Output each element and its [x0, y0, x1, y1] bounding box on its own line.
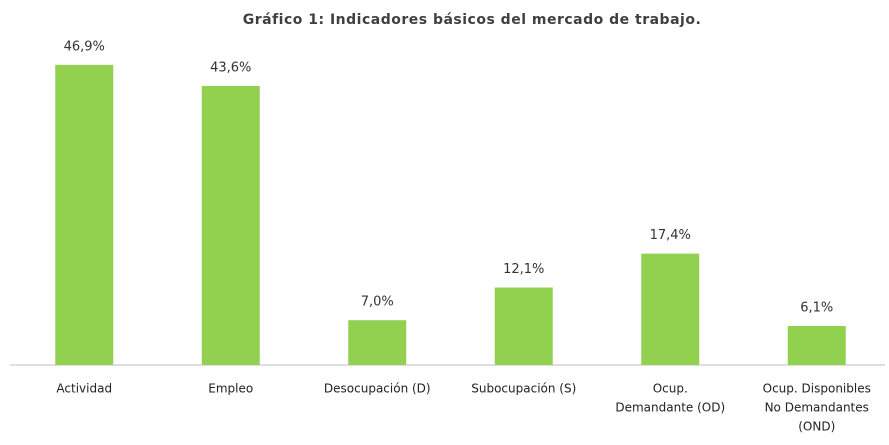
value-label: 7,0%: [361, 295, 394, 310]
bar: [55, 64, 114, 365]
x-tick-label: Empleo: [208, 382, 253, 396]
bar: [201, 85, 260, 366]
value-label: 6,1%: [800, 300, 833, 315]
bar: [348, 320, 407, 365]
value-label: 12,1%: [503, 262, 544, 277]
x-tick-label: No Demandantes: [765, 401, 869, 415]
x-tick-label: Desocupación (D): [324, 382, 431, 396]
bar: [494, 287, 553, 365]
x-tick-label: Ocup. Disponibles: [763, 382, 871, 396]
x-tick-label: (OND): [798, 420, 835, 434]
bar: [641, 253, 700, 365]
x-tick-label: Demandante (OD): [615, 401, 725, 415]
bar: [787, 325, 846, 365]
x-tick-label: Ocup.: [653, 382, 688, 396]
chart-title: Gráfico 1: Indicadores básicos del merca…: [243, 12, 702, 28]
value-label: 17,4%: [650, 228, 691, 243]
x-tick-label: Actividad: [56, 382, 112, 396]
x-tick-label: Subocupación (S): [471, 382, 576, 396]
value-label: 46,9%: [64, 39, 105, 54]
value-label: 43,6%: [210, 60, 251, 75]
